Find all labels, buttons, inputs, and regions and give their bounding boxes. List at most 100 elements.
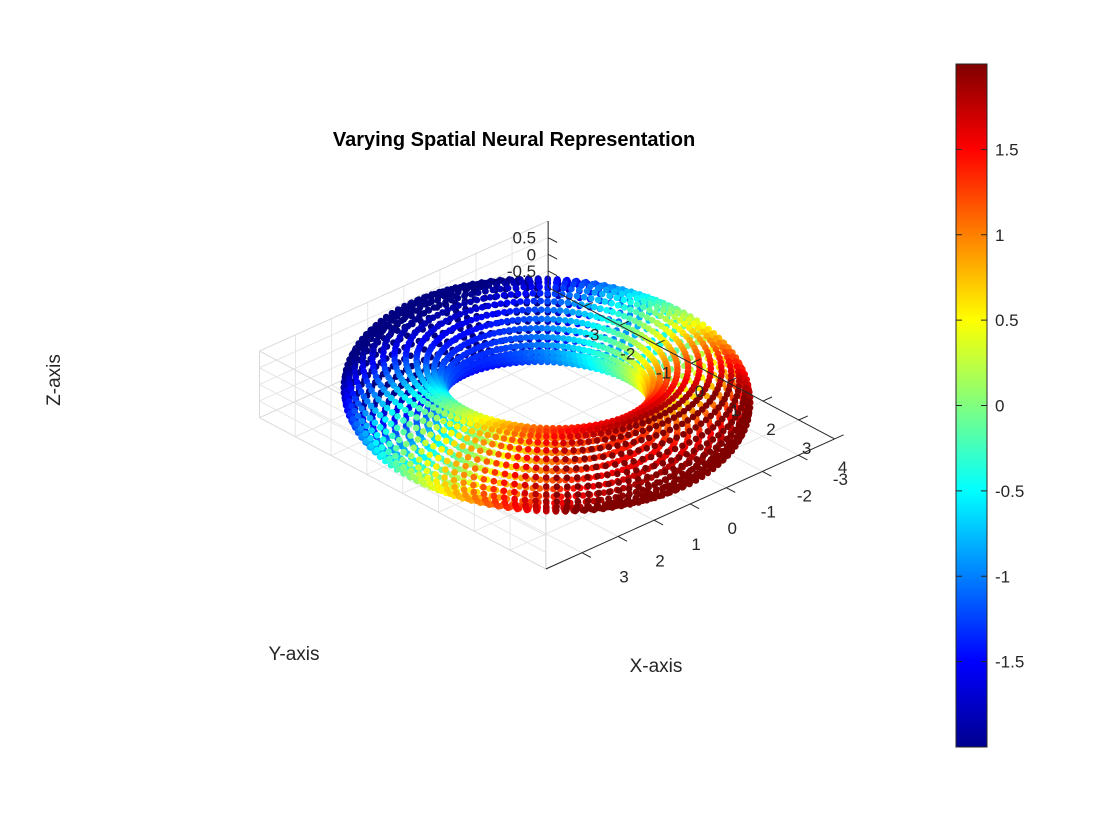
data-point: [493, 460, 500, 467]
data-point: [473, 305, 480, 313]
data-point: [536, 283, 543, 291]
data-point: [586, 426, 594, 434]
data-point: [422, 439, 429, 447]
data-point: [662, 476, 670, 484]
data-point: [694, 463, 701, 471]
data-point: [713, 452, 721, 459]
data-point: [532, 473, 540, 481]
data-point: [661, 483, 669, 491]
data-point: [620, 296, 628, 304]
data-point: [653, 471, 660, 478]
data-point: [352, 373, 360, 381]
data-point: [680, 431, 687, 438]
data-point: [497, 285, 504, 293]
data-point: [522, 290, 529, 297]
data-point: [673, 434, 680, 441]
data-point: [415, 464, 422, 471]
data-point: [601, 436, 609, 443]
data-point: [568, 439, 576, 446]
data-point: [421, 408, 429, 416]
data-point: [426, 451, 434, 459]
data-point: [719, 447, 726, 455]
data-point: [512, 462, 520, 470]
z-tick: [547, 237, 558, 243]
data-point: [538, 341, 546, 349]
data-point: [491, 301, 498, 309]
data-point: [511, 355, 518, 362]
data-point: [552, 284, 559, 291]
data-point: [604, 471, 611, 479]
data-point: [527, 354, 534, 361]
data-point: [735, 368, 742, 375]
data-point: [345, 369, 353, 377]
data-point: [513, 425, 521, 433]
data-point: [719, 415, 726, 423]
data-point: [460, 479, 467, 487]
data-point: [686, 467, 694, 475]
data-point: [590, 431, 597, 438]
data-point: [495, 451, 502, 458]
data-point: [637, 414, 645, 421]
data-point: [605, 488, 613, 496]
data-point: [521, 481, 529, 489]
data-point: [521, 426, 528, 434]
data-point: [519, 306, 526, 314]
data-point: [676, 317, 684, 324]
data-point: [424, 401, 432, 408]
data-point: [610, 288, 618, 296]
data-point: [533, 324, 540, 332]
data-point: [667, 457, 675, 464]
data-point: [522, 334, 530, 341]
data-point: [372, 407, 379, 414]
data-point: [542, 498, 550, 505]
data-point: [639, 419, 646, 427]
data-point: [511, 500, 519, 508]
data-point: [410, 473, 418, 481]
data-point: [396, 402, 404, 410]
data-point: [537, 297, 544, 305]
x-tick-label: 0: [695, 382, 704, 401]
data-point: [474, 456, 481, 463]
data-point: [661, 409, 669, 417]
data-point: [442, 299, 449, 306]
grid-line: [259, 400, 547, 553]
data-point: [707, 365, 715, 372]
data-point: [707, 456, 715, 463]
data-point: [574, 497, 582, 505]
data-point: [549, 342, 556, 349]
data-point: [512, 284, 520, 291]
data-point: [652, 309, 659, 317]
data-point: [651, 442, 658, 450]
data-point: [528, 283, 535, 291]
data-point: [656, 412, 664, 420]
data-point: [533, 353, 540, 361]
data-point: [683, 451, 690, 458]
data-point: [490, 485, 497, 493]
data-point: [507, 343, 515, 351]
data-point: [415, 394, 423, 401]
data-point: [433, 414, 441, 422]
data-point: [621, 304, 628, 311]
data-point: [560, 350, 567, 357]
data-point: [470, 488, 478, 496]
data-point: [639, 455, 646, 463]
grid-line: [259, 237, 549, 369]
data-point: [732, 426, 739, 434]
data-point: [684, 417, 692, 424]
data-point: [570, 336, 578, 344]
data-point: [351, 407, 358, 415]
data-point: [413, 414, 421, 421]
data-point: [613, 421, 621, 429]
y-tick: [726, 487, 736, 493]
data-point: [630, 458, 637, 465]
data-point: [481, 467, 489, 474]
data-point: [631, 317, 638, 325]
data-point: [686, 427, 693, 435]
data-point: [627, 306, 634, 314]
data-point: [686, 439, 693, 446]
data-point: [697, 444, 704, 451]
colorbar: -1.5 -1 -0.5 0 0.5 1 1.5: [955, 63, 1024, 748]
data-point: [611, 461, 619, 468]
data-point: [565, 343, 572, 351]
